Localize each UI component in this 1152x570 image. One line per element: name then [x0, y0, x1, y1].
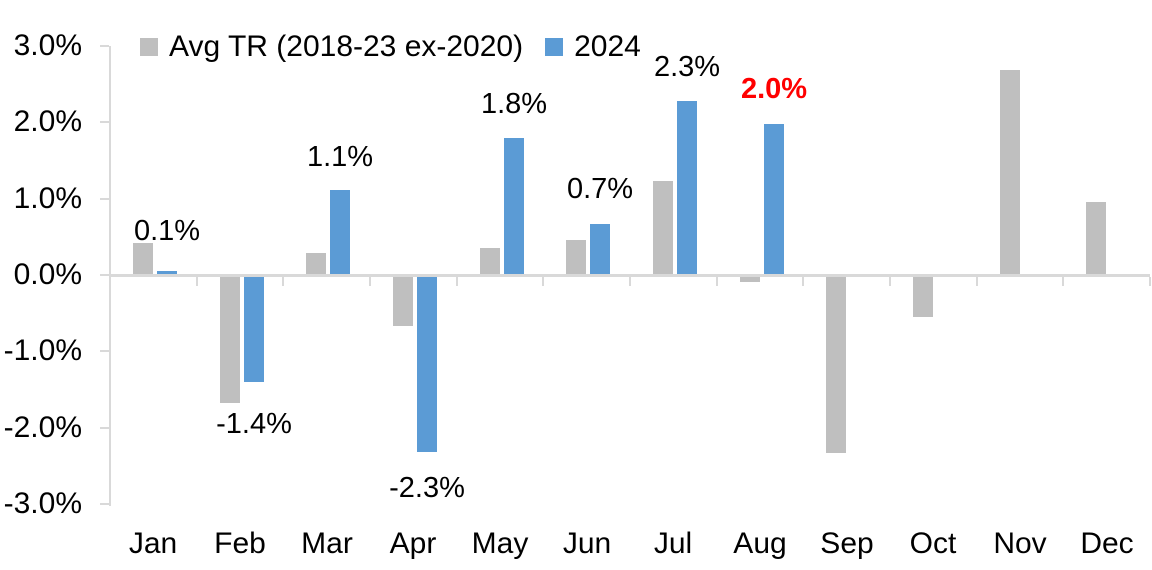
y-axis-tick	[100, 198, 109, 200]
x-axis-tick	[196, 277, 198, 286]
x-axis-line	[109, 274, 1150, 277]
value-label-apr: -2.3%	[389, 472, 465, 504]
y-axis-label: 2.0%	[13, 105, 82, 138]
y-axis-tick	[100, 503, 109, 505]
bar-2024-may	[504, 138, 524, 276]
value-label-feb: -1.4%	[216, 408, 292, 440]
bar-avg-jun	[566, 240, 586, 276]
y-axis-label: -2.0%	[3, 411, 82, 444]
bar-avg-sep	[826, 275, 846, 453]
y-axis-label: -1.0%	[3, 334, 82, 367]
y-axis-label: 3.0%	[13, 29, 82, 62]
x-axis-tick	[109, 277, 111, 286]
legend-swatch-avg-tr	[140, 38, 158, 56]
x-axis-label-feb: Feb	[214, 527, 266, 560]
bar-avg-oct	[913, 275, 933, 317]
x-axis-label-dec: Dec	[1080, 527, 1134, 560]
x-axis-label-may: May	[471, 527, 529, 560]
bar-avg-may	[480, 248, 500, 276]
x-axis-label-jun: Jun	[562, 527, 612, 560]
y-axis-label: 1.0%	[13, 182, 82, 215]
x-axis-tick	[1149, 277, 1151, 286]
y-axis-tick	[100, 350, 109, 352]
value-label-aug: 2.0%	[740, 73, 808, 105]
x-axis-label-jul: Jul	[653, 527, 693, 560]
y-axis-tick	[100, 121, 109, 123]
x-axis-tick	[1062, 277, 1064, 286]
x-axis-tick	[889, 277, 891, 286]
bar-avg-dec	[1086, 202, 1106, 276]
x-axis-label-nov: Nov	[993, 527, 1047, 560]
bar-2024-mar	[330, 190, 350, 276]
bar-2024-jan	[157, 270, 177, 276]
bar-avg-apr	[393, 275, 413, 326]
y-axis-label: -3.0%	[3, 487, 82, 520]
legend: Avg TR (2018-23 ex-2020) 2024	[140, 32, 641, 62]
y-axis-tick	[100, 274, 109, 276]
legend-label-avg-tr: Avg TR (2018-23 ex-2020)	[169, 30, 524, 63]
bar-avg-nov	[1000, 70, 1020, 276]
x-axis-tick	[629, 277, 631, 286]
x-axis-label-mar: Mar	[301, 527, 353, 560]
x-axis-label-apr: Apr	[389, 527, 437, 560]
x-axis-tick	[282, 277, 284, 286]
bar-2024-jun	[590, 223, 610, 276]
y-axis-tick	[100, 45, 109, 47]
bar-avg-feb	[220, 275, 240, 403]
x-axis-tick	[716, 277, 718, 286]
x-axis-label-aug: Aug	[733, 527, 787, 560]
x-axis-tick	[976, 277, 978, 286]
bar-avg-aug	[740, 275, 760, 282]
legend-label-2024: 2024	[574, 30, 641, 63]
legend-swatch-2024	[545, 38, 564, 56]
value-label-jun: 0.7%	[566, 173, 634, 205]
value-label-mar: 1.1%	[306, 141, 374, 173]
x-axis-tick	[369, 277, 371, 286]
bar-2024-aug	[764, 123, 784, 276]
y-axis-tick	[100, 427, 109, 429]
bar-avg-jan	[133, 242, 153, 276]
value-label-may: 1.8%	[480, 88, 548, 120]
bar-avg-jul	[653, 180, 673, 276]
value-label-jul: 2.3%	[653, 51, 721, 83]
y-axis-label: 0.0%	[13, 258, 82, 291]
x-axis-tick	[802, 277, 804, 286]
bar-2024-feb	[244, 275, 264, 383]
value-label-jan: 0.1%	[133, 215, 201, 247]
bar-2024-apr	[417, 275, 437, 452]
bar-avg-mar	[306, 252, 326, 276]
bar-2024-jul	[677, 100, 697, 276]
x-axis-label-jan: Jan	[128, 527, 178, 560]
x-axis-tick	[456, 277, 458, 286]
x-axis-label-sep: Sep	[820, 527, 874, 560]
x-axis-tick	[542, 277, 544, 286]
x-axis-label-oct: Oct	[909, 527, 957, 560]
